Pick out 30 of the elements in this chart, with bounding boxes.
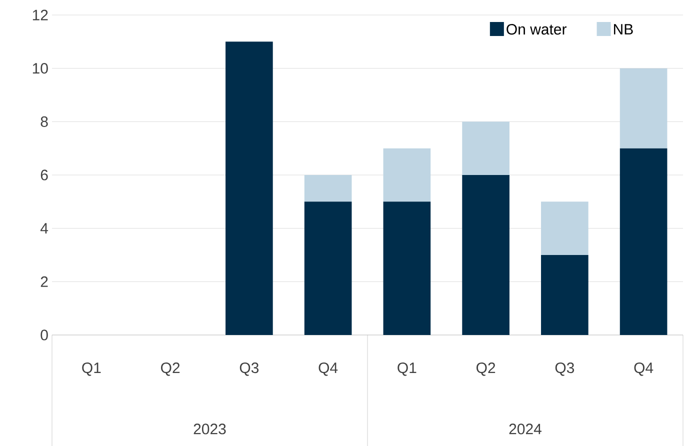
bar [620, 68, 668, 148]
bar [541, 254, 588, 335]
bar [541, 202, 588, 255]
bar [304, 174, 352, 202]
x-tick-label: Q1 [398, 362, 416, 376]
x-tick-label: Q3 [555, 362, 574, 376]
bar [304, 202, 352, 335]
x-tick-label: Q4 [634, 362, 654, 376]
x-tick-label: Q2 [161, 362, 180, 376]
x-tick-label: Q4 [318, 362, 338, 376]
bar [462, 174, 510, 335]
bar [383, 202, 431, 335]
y-tick-label: 12 [32, 10, 48, 20]
bar [226, 42, 273, 335]
y-tick-label: 2 [40, 276, 48, 287]
text: 2023 [194, 424, 226, 434]
y-tick-label: 6 [40, 170, 48, 180]
x-tick-label: Q2 [476, 362, 496, 376]
y-tick-label: 10 [32, 62, 48, 74]
legend-label: On water [506, 24, 567, 35]
y-tick-label: 8 [40, 116, 48, 127]
bar [383, 148, 431, 202]
bar [620, 148, 668, 335]
legend-label: NB [614, 24, 633, 34]
x-tick-label: Q1 [82, 362, 101, 376]
text: 2024 [509, 424, 542, 434]
x-tick-label: Q3 [240, 362, 259, 376]
bar [462, 122, 510, 175]
y-tick-label: 0 [40, 330, 48, 340]
y-tick-label: 4 [40, 223, 48, 234]
